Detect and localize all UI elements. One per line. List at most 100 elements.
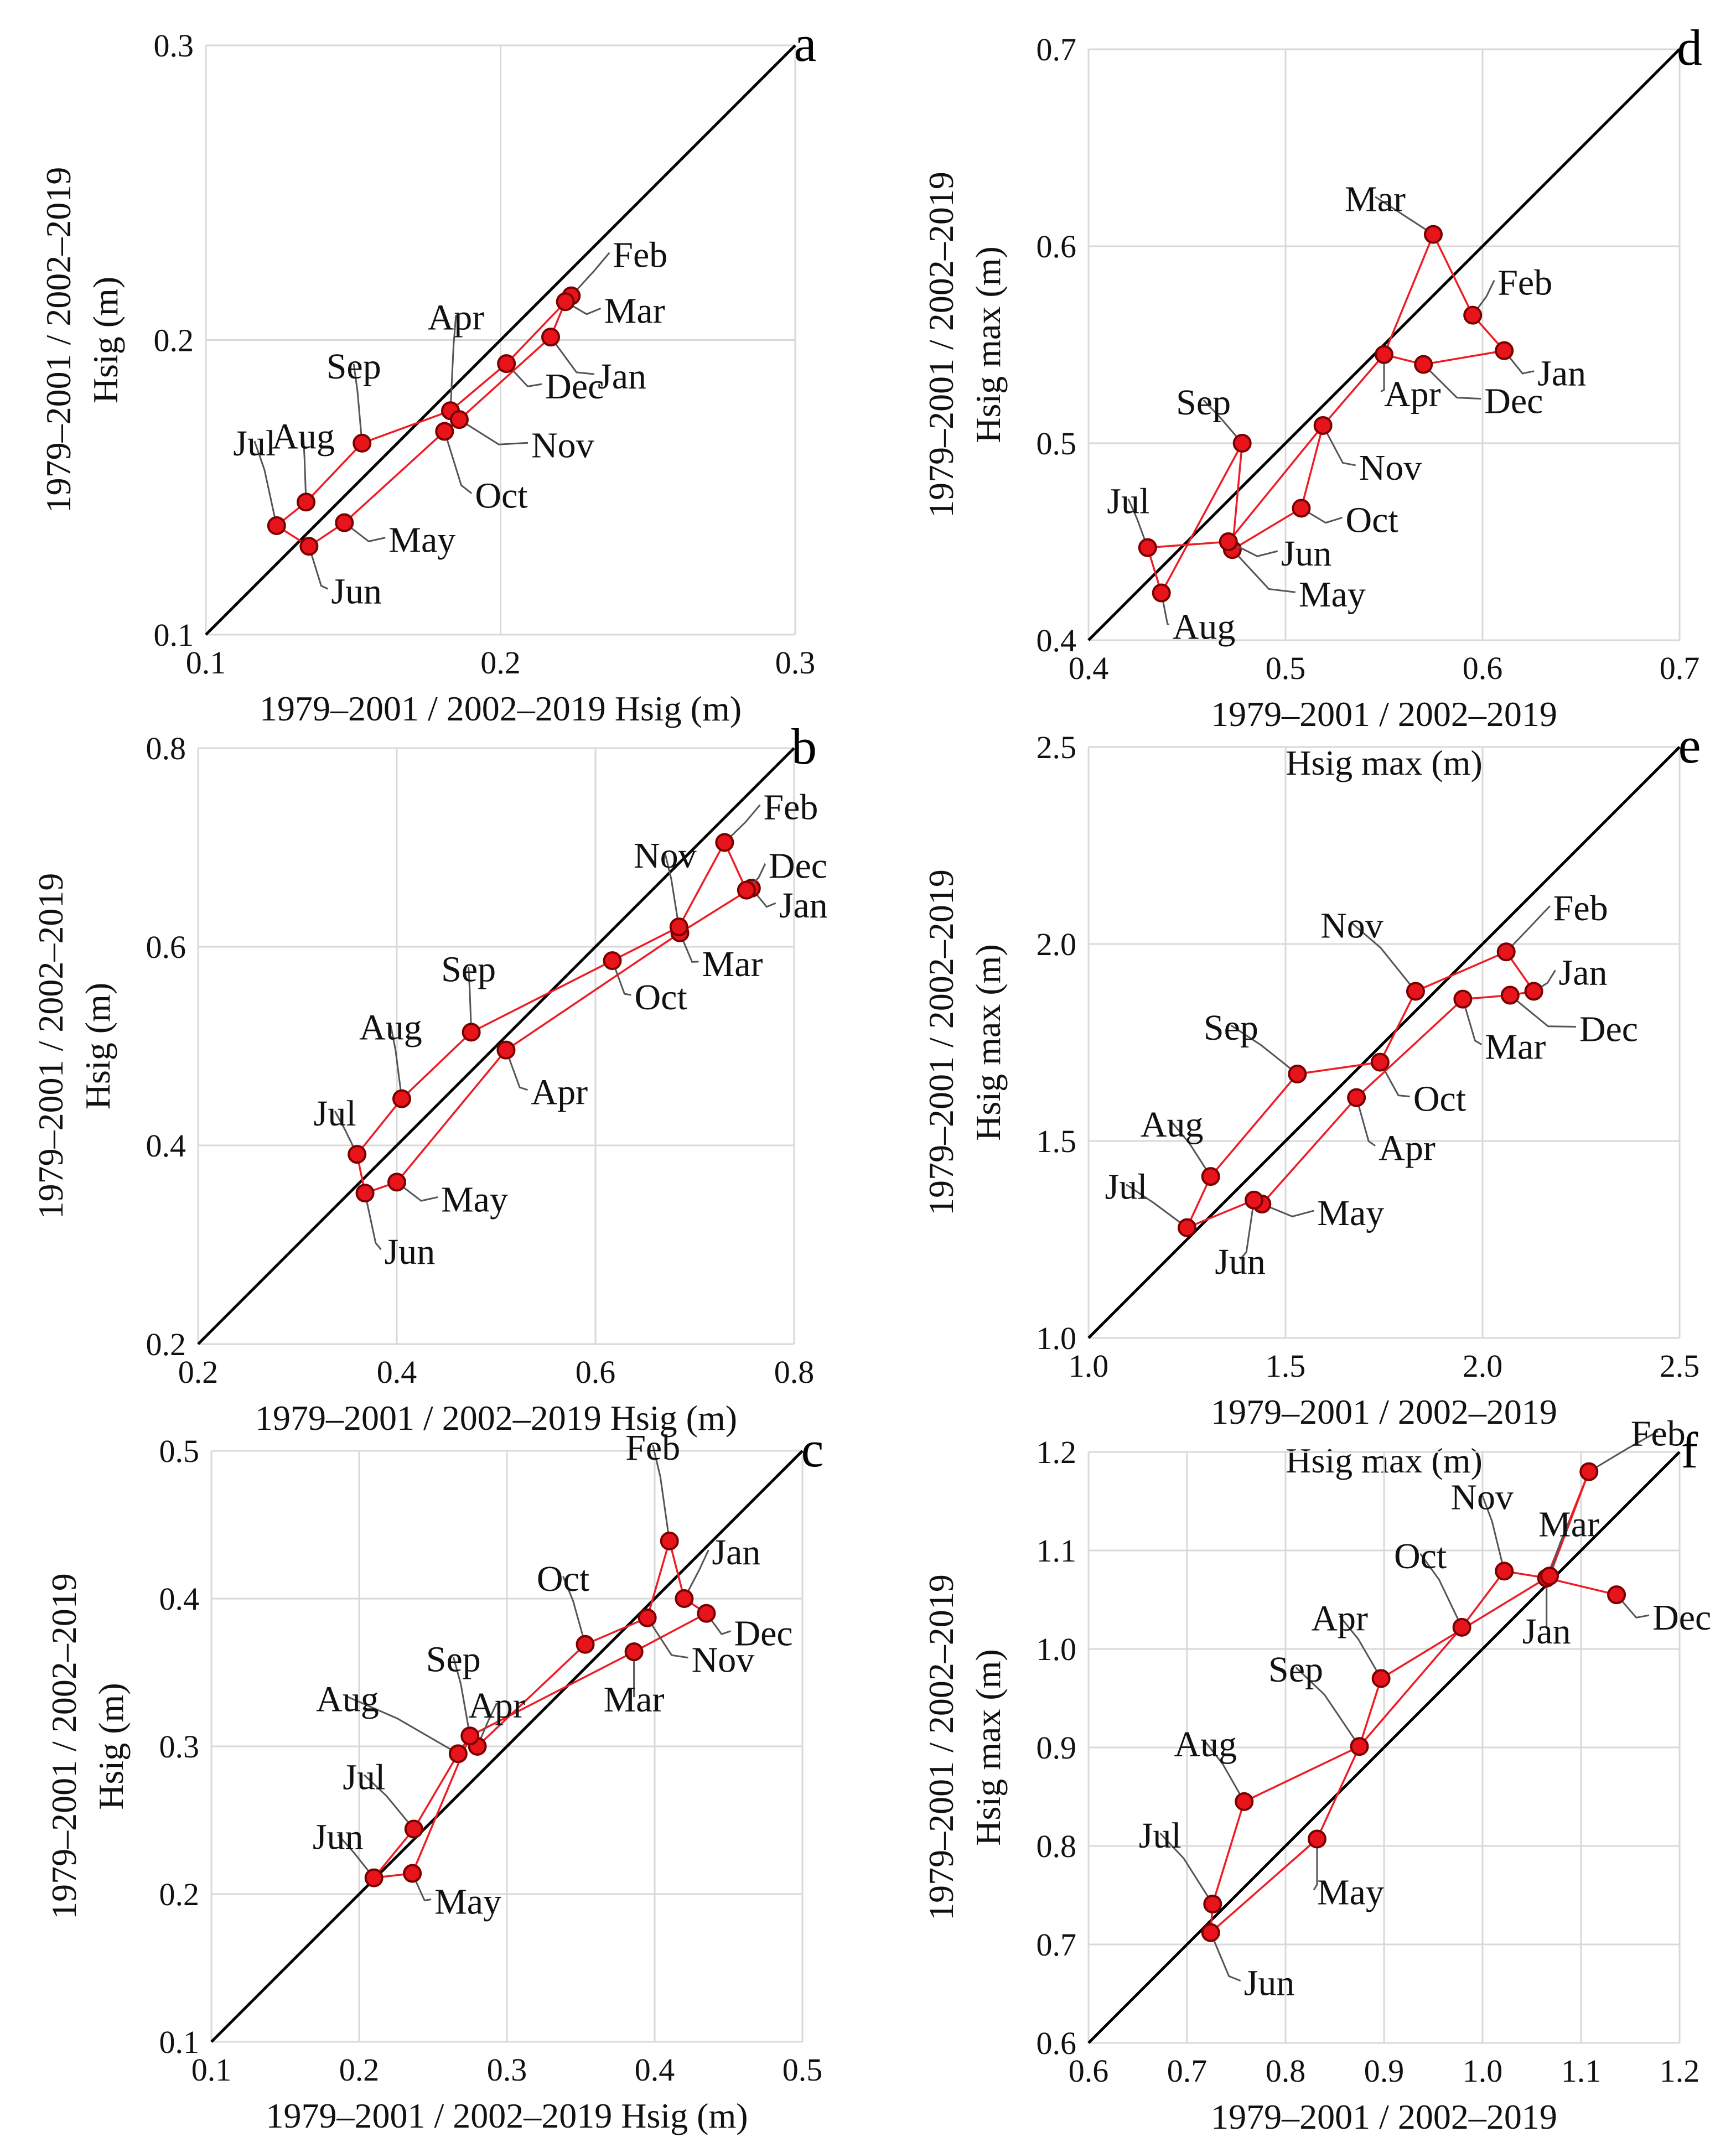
y-axis-title: 1979–2001 / 2002–2019 [921,172,961,518]
one-to-one-line [210,1450,804,2043]
month-label: Apr [428,297,485,338]
y-tick-label: 0.5 [1037,426,1077,461]
label-leader [550,336,595,375]
y-axis-title: Hsig max (m) [968,944,1008,1141]
month-label: Oct [537,1559,589,1599]
label-leader [1239,1200,1255,1260]
label-leader [1505,905,1551,953]
y-axis-title: 1979–2001 / 2002–2019 [44,1573,84,1920]
month-label: May [1299,574,1366,615]
x-tick-label: 1.0 [1069,1348,1109,1384]
label-leader [302,434,307,502]
x-tick-label: 0.9 [1364,2053,1405,2089]
month-label: Dec [769,846,827,886]
x-tick-label: 0.1 [191,2052,232,2088]
data-point-dec [697,1604,716,1623]
y-axis-title: Hsig max (m) [968,246,1008,443]
y-axis-title: Hsig (m) [78,983,117,1109]
label-leader [1462,999,1483,1045]
month-label: Jun [1244,1963,1295,2004]
label-leader [1171,1122,1211,1177]
month-label: Jan [779,885,828,926]
data-point-jun [364,1868,384,1887]
label-leader [1339,1615,1382,1679]
month-label: Nov [531,425,594,465]
month-label: Sep [1268,1650,1323,1690]
data-point-feb [1579,1462,1599,1481]
x-tick-label: 0.3 [487,2052,527,2088]
data-point-jun [355,1184,375,1203]
panel-letter: d [1677,19,1702,76]
month-label: Feb [625,1428,680,1468]
month-label: Mar [604,291,665,331]
month-label: Oct [1345,500,1398,540]
month-label: Aug [272,416,335,457]
y-tick-label: 0.3 [159,1729,200,1765]
data-point-mar [624,1642,644,1662]
x-tick-label: 0.2 [339,2052,380,2088]
data-point-may [1307,1829,1326,1849]
y-axis-title: Hsig max (m) [968,1649,1008,1846]
data-point-jun [299,537,319,556]
y-tick-label: 1.0 [1037,1320,1077,1356]
label-leader [459,419,528,445]
label-leader [1423,364,1481,400]
label-leader [363,1774,414,1830]
data-point-dec [737,880,756,900]
label-leader [1503,350,1535,375]
label-leader [664,853,680,927]
data-point-aug [1152,583,1171,603]
data-point-apr [496,1040,516,1060]
y-axis-title: Hsig (m) [91,1683,131,1809]
label-leader [1313,1839,1318,1891]
label-leader [347,1695,459,1755]
label-leader [1261,1203,1314,1218]
data-point-jul [348,1145,367,1164]
month-label: Jan [1522,1611,1571,1652]
label-leader [396,1181,438,1202]
y-tick-label: 0.9 [1037,1730,1077,1766]
y-axis-title: 1979–2001 / 2002–2019 [31,873,70,1220]
data-point-oct [435,422,454,441]
label-leader [253,440,278,526]
month-label: Dec [734,1614,792,1654]
x-tick-label: 2.5 [1660,1348,1700,1384]
label-leader [1295,1667,1360,1747]
x-tick-label: 0.7 [1660,650,1700,686]
x-axis-title: 1979–2001 / 2002–2019 [1211,2097,1557,2136]
data-point-aug [448,1744,468,1763]
x-tick-label: 1.1 [1561,2053,1602,2089]
month-label: Aug [1174,1724,1237,1765]
x-tick-label: 1.5 [1266,1348,1306,1384]
data-point-dec [1500,985,1520,1005]
y-axis-title: 1979–2001 / 2002–2019 [921,869,961,1216]
month-label: Jul [233,423,276,464]
y-tick-label: 0.4 [159,1581,200,1617]
month-label: Nov [1320,905,1383,946]
data-point-dec [497,354,516,374]
data-point-aug [392,1089,411,1108]
label-leader [1322,425,1356,466]
y-tick-label: 0.1 [154,617,194,653]
panel-letter: c [801,1421,824,1477]
label-leader [646,1617,688,1659]
label-leader [1210,1932,1241,1982]
label-leader [1375,196,1434,235]
data-point-nov [669,917,688,937]
month-label: Jan [1537,354,1586,394]
data-point-feb [1463,305,1483,325]
data-point-apr [1347,1088,1366,1107]
data-point-nov [638,1608,657,1627]
month-label: Jan [1559,952,1608,993]
y-tick-label: 1.1 [1037,1533,1077,1569]
data-point-sep [353,433,372,453]
data-point-sep [1350,1737,1369,1756]
month-label: Jun [1215,1242,1266,1282]
y-tick-label: 2.5 [1037,729,1077,765]
label-leader [411,1873,432,1902]
data-point-jul [267,516,286,535]
panel-letter: e [1678,717,1701,774]
month-label: Jun [1281,533,1332,574]
